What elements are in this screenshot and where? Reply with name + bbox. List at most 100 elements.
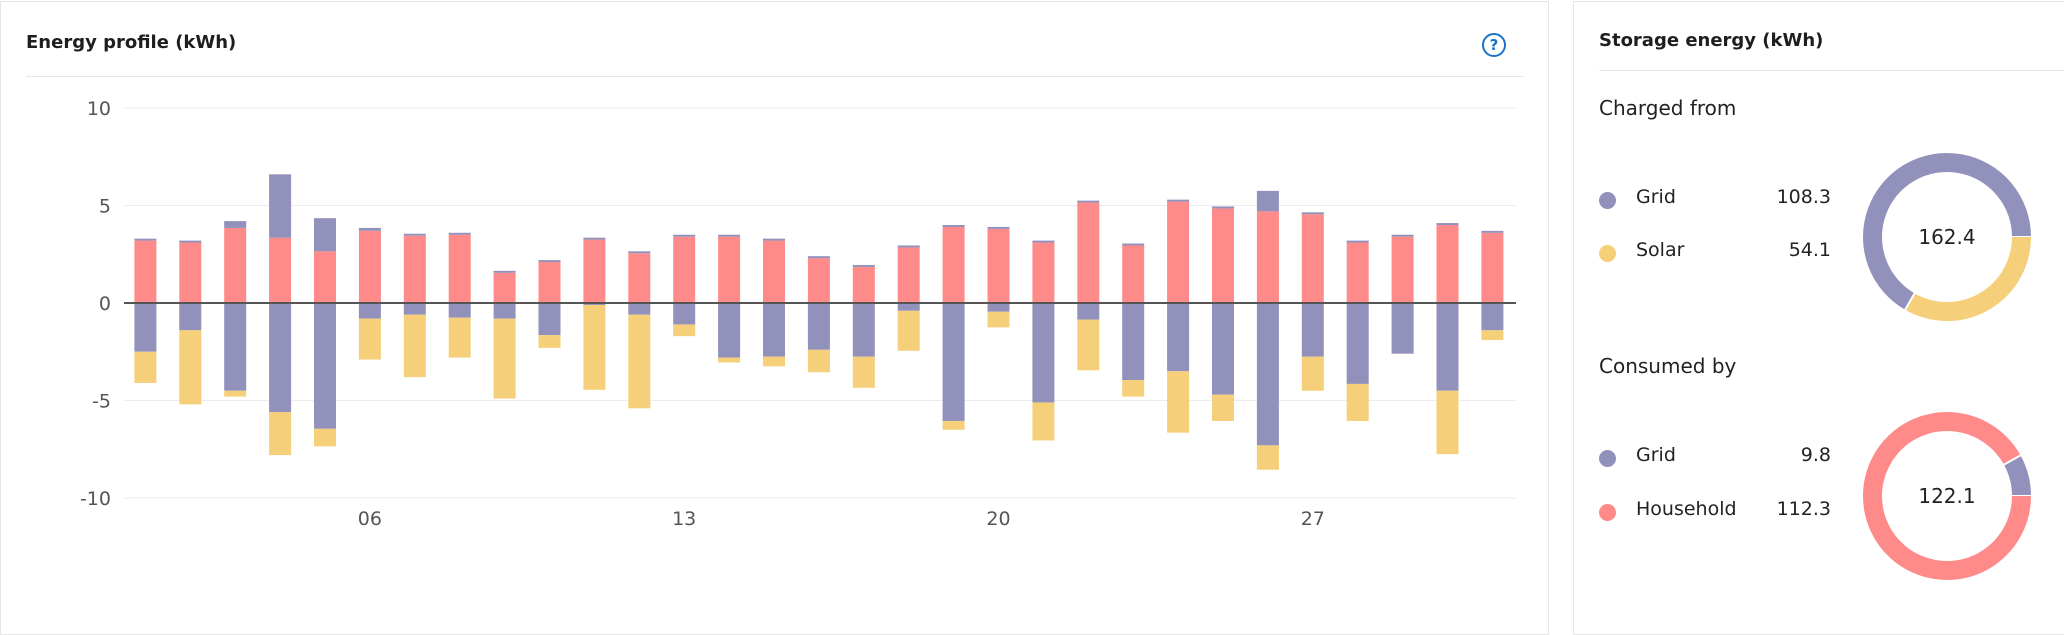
bar-segment-day-6-series-3[interactable] (358, 318, 381, 360)
bar-segment-day-17-series-0[interactable] (852, 266, 875, 303)
bar-segment-day-1-series-1[interactable] (134, 238, 157, 241)
bar-segment-day-25-series-3[interactable] (1212, 394, 1234, 421)
bar-segment-day-15-series-2[interactable] (763, 303, 785, 357)
bar-segment-day-27-series-0[interactable] (1301, 214, 1324, 303)
bar-segment-day-25-series-0[interactable] (1212, 208, 1234, 303)
bar-segment-day-16-series-2[interactable] (807, 303, 830, 350)
bar-segment-day-2-series-0[interactable] (179, 242, 202, 303)
bar-segment-day-31-series-2[interactable] (1481, 303, 1504, 331)
bar-segment-day-1-series-3[interactable] (134, 351, 157, 383)
bar-segment-day-30-series-3[interactable] (1436, 390, 1459, 455)
bar-segment-day-20-series-1[interactable] (987, 226, 1010, 229)
bar-segment-day-12-series-1[interactable] (628, 251, 651, 254)
bar-segment-day-5-series-3[interactable] (314, 428, 336, 447)
bar-segment-day-7-series-1[interactable] (403, 233, 426, 236)
bar-segment-day-9-series-0[interactable] (493, 272, 516, 303)
bar-segment-day-17-series-3[interactable] (852, 356, 875, 388)
bar-segment-day-31-series-1[interactable] (1481, 230, 1504, 233)
bar-segment-day-13-series-0[interactable] (673, 236, 696, 303)
bar-segment-day-7-series-0[interactable] (403, 235, 426, 303)
bar-segment-day-9-series-2[interactable] (493, 303, 516, 319)
bar-segment-day-12-series-0[interactable] (628, 253, 651, 303)
bar-segment-day-14-series-3[interactable] (718, 357, 741, 363)
bar-segment-day-6-series-2[interactable] (358, 303, 381, 319)
bar-segment-day-13-series-1[interactable] (673, 234, 696, 237)
bar-segment-day-4-series-0[interactable] (269, 237, 292, 303)
bar-segment-day-14-series-0[interactable] (718, 236, 741, 303)
bar-segment-day-6-series-0[interactable] (358, 230, 381, 303)
bar-segment-day-24-series-3[interactable] (1167, 371, 1190, 433)
bar-segment-day-19-series-2[interactable] (942, 303, 965, 421)
bar-segment-day-12-series-3[interactable] (628, 314, 651, 409)
bar-segment-day-16-series-1[interactable] (807, 256, 830, 259)
bar-segment-day-8-series-2[interactable] (448, 303, 471, 318)
bar-segment-day-7-series-3[interactable] (403, 314, 426, 378)
bar-segment-day-27-series-3[interactable] (1301, 356, 1324, 391)
bar-segment-day-5-series-0[interactable] (314, 251, 336, 303)
bar-segment-day-13-series-3[interactable] (673, 324, 696, 337)
bar-segment-day-23-series-0[interactable] (1122, 245, 1145, 303)
bar-segment-day-26-series-1[interactable] (1256, 190, 1279, 212)
bar-segment-day-21-series-2[interactable] (1032, 303, 1055, 403)
bar-segment-day-13-series-2[interactable] (673, 303, 696, 325)
bar-segment-day-31-series-0[interactable] (1481, 232, 1504, 303)
bar-segment-day-4-series-3[interactable] (269, 412, 292, 456)
bar-segment-day-25-series-1[interactable] (1212, 206, 1234, 209)
bar-segment-day-24-series-0[interactable] (1167, 201, 1190, 303)
bar-segment-day-21-series-0[interactable] (1032, 242, 1055, 303)
bar-segment-day-28-series-1[interactable] (1346, 240, 1369, 243)
bar-segment-day-29-series-0[interactable] (1391, 236, 1414, 303)
bar-segment-day-26-series-3[interactable] (1256, 445, 1279, 470)
bar-segment-day-18-series-0[interactable] (897, 247, 920, 303)
bar-segment-day-20-series-3[interactable] (987, 311, 1010, 328)
bar-segment-day-10-series-3[interactable] (538, 335, 561, 348)
bar-segment-day-2-series-1[interactable] (179, 240, 202, 243)
bar-segment-day-20-series-2[interactable] (987, 303, 1010, 312)
bar-segment-day-28-series-2[interactable] (1346, 303, 1369, 384)
bar-segment-day-8-series-0[interactable] (448, 234, 471, 303)
bar-segment-day-22-series-3[interactable] (1077, 319, 1100, 371)
bar-segment-day-23-series-3[interactable] (1122, 380, 1145, 397)
bar-segment-day-30-series-0[interactable] (1436, 225, 1459, 303)
bar-segment-day-16-series-0[interactable] (807, 258, 830, 303)
bar-segment-day-1-series-2[interactable] (134, 303, 157, 352)
question-circle-icon[interactable]: ? (1482, 33, 1506, 57)
bar-segment-day-20-series-0[interactable] (987, 228, 1010, 303)
bar-segment-day-18-series-2[interactable] (897, 303, 920, 311)
bar-segment-day-19-series-1[interactable] (942, 225, 965, 227)
bar-segment-day-26-series-2[interactable] (1256, 303, 1279, 446)
bar-segment-day-3-series-0[interactable] (224, 227, 247, 303)
bar-segment-day-26-series-0[interactable] (1256, 211, 1279, 303)
bar-segment-day-22-series-2[interactable] (1077, 303, 1100, 320)
bar-segment-day-15-series-3[interactable] (763, 356, 785, 367)
bar-segment-day-16-series-3[interactable] (807, 349, 830, 373)
bar-segment-day-28-series-3[interactable] (1346, 383, 1369, 421)
bar-segment-day-9-series-1[interactable] (493, 270, 516, 273)
bar-segment-day-8-series-1[interactable] (448, 232, 471, 235)
bar-segment-day-24-series-2[interactable] (1167, 303, 1190, 372)
bar-segment-day-8-series-3[interactable] (448, 317, 471, 358)
bar-segment-day-2-series-2[interactable] (179, 303, 202, 331)
bar-segment-day-5-series-1[interactable] (314, 218, 336, 252)
bar-segment-day-4-series-2[interactable] (269, 303, 292, 413)
bar-segment-day-15-series-0[interactable] (763, 240, 785, 303)
bar-segment-day-24-series-1[interactable] (1167, 199, 1190, 202)
bar-segment-day-25-series-2[interactable] (1212, 303, 1234, 395)
bar-segment-day-27-series-2[interactable] (1301, 303, 1324, 357)
bar-segment-day-10-series-2[interactable] (538, 303, 561, 336)
bar-segment-day-1-series-0[interactable] (134, 240, 157, 303)
bar-segment-day-17-series-2[interactable] (852, 303, 875, 357)
bar-segment-day-11-series-0[interactable] (583, 239, 606, 303)
bar-segment-day-21-series-3[interactable] (1032, 402, 1055, 441)
bar-segment-day-5-series-2[interactable] (314, 303, 336, 429)
bar-segment-day-22-series-0[interactable] (1077, 202, 1100, 303)
bar-segment-day-30-series-2[interactable] (1436, 303, 1459, 391)
bar-segment-day-7-series-2[interactable] (403, 303, 426, 315)
bar-segment-day-11-series-1[interactable] (583, 237, 606, 240)
bar-segment-day-19-series-3[interactable] (942, 420, 965, 430)
donut-segment-grid[interactable] (2003, 455, 2031, 497)
bar-segment-day-12-series-2[interactable] (628, 303, 651, 315)
bar-segment-day-23-series-2[interactable] (1122, 303, 1145, 381)
bar-segment-day-3-series-3[interactable] (224, 390, 247, 397)
bar-segment-day-22-series-1[interactable] (1077, 200, 1100, 203)
